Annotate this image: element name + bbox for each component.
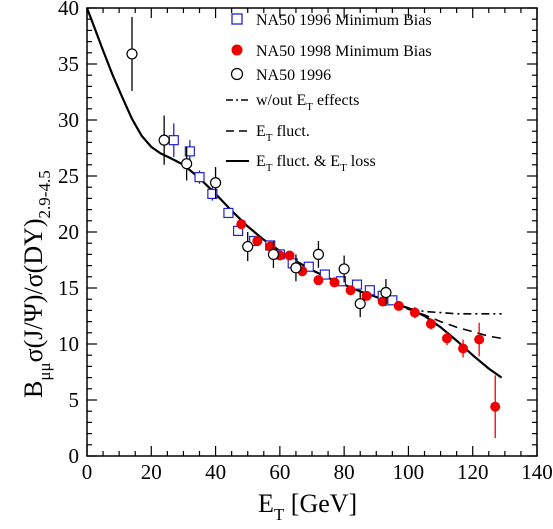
data-point-min-bias-1998 (313, 275, 324, 286)
data-point-min-bias-1998 (458, 343, 469, 354)
data-point-1996 (312, 248, 325, 260)
x-tick-label: 120 (457, 460, 489, 484)
data-point-min-bias-1998 (252, 235, 263, 246)
legend: NA50 1996 Minimum Bias NA50 1998 Minimum… (226, 12, 432, 174)
y-tick-label: 30 (58, 108, 79, 132)
y-tick-label: 15 (58, 276, 79, 300)
x-tick-label: 20 (141, 460, 162, 484)
data-point-min-bias-1998 (284, 250, 295, 261)
legend-marker-na50-1998-min-bias (231, 44, 243, 56)
x-axis-title: ET [GeV] (258, 489, 357, 524)
data-point-1996 (126, 48, 138, 60)
data-point-min-bias-1996 (184, 146, 195, 157)
x-tick-label: 80 (334, 460, 355, 484)
data-points (126, 16, 501, 439)
x-tick-label: 40 (205, 460, 226, 484)
data-point-min-bias-1998 (409, 307, 420, 318)
data-point-min-bias-1998 (345, 285, 356, 296)
x-tick-label: 100 (393, 460, 425, 484)
data-point-min-bias-1998 (425, 318, 436, 329)
legend-item-2: NA50 1996 (256, 67, 331, 84)
data-point-1996 (158, 134, 170, 146)
legend-item-3: w/out ET effects (256, 92, 359, 113)
data-point-min-bias-1998 (393, 300, 404, 311)
data-point-min-bias-1998 (236, 219, 247, 230)
data-point-1996 (209, 177, 222, 189)
legend-item-5: ET fluct. & ET loss (256, 153, 376, 174)
data-point-1996 (380, 286, 392, 299)
data-point-min-bias-1996 (387, 295, 398, 306)
data-point-1996 (290, 262, 302, 274)
data-point-1996 (242, 240, 254, 253)
data-point-min-bias-1998 (474, 334, 485, 345)
tick-labels: 0 20 40 60 80 100 120 140 0 5 10 15 20 25 30 35 40 (58, 0, 553, 484)
y-tick-label: 35 (58, 52, 79, 76)
curve-2 (85, 7, 503, 379)
data-point-min-bias-1996 (319, 269, 330, 280)
legend-item-1: NA50 1998 Minimum Bias (256, 43, 432, 60)
legend-marker-na50-1996-min-bias (231, 13, 243, 25)
x-tick-label: 60 (269, 460, 290, 484)
y-tick-label: 10 (58, 332, 79, 356)
data-point-min-bias-1998 (377, 296, 388, 307)
y-tick-label: 40 (58, 0, 79, 20)
y-tick-label: 25 (58, 164, 79, 188)
data-point-1996 (354, 298, 366, 310)
y-tick-label: 0 (69, 444, 80, 468)
y-axis-title: Bμμσ(J/Ψ)/σ(DY)2.9-4.5 (19, 170, 54, 398)
x-tick-label: 0 (82, 460, 93, 484)
data-point-min-bias-1998 (329, 277, 340, 288)
data-point-min-bias-1996 (207, 188, 218, 200)
x-tick-label: 140 (521, 460, 553, 484)
data-point-min-bias-1996 (351, 279, 363, 290)
legend-marker-na50-1996 (230, 67, 244, 81)
axis-ticks (86, 7, 538, 457)
data-point-1996 (338, 263, 350, 275)
legend-item-0: NA50 1996 Minimum Bias (256, 12, 432, 29)
data-point-min-bias-1996 (194, 172, 205, 183)
data-point-1996 (267, 248, 280, 260)
data-point-1996 (181, 158, 193, 170)
data-point-min-bias-1996 (223, 207, 234, 219)
y-tick-label: 5 (69, 388, 80, 412)
data-point-min-bias-1998 (442, 333, 452, 344)
data-point-min-bias-1998 (361, 290, 372, 301)
y-tick-label: 20 (58, 220, 79, 244)
data-point-min-bias-1998 (490, 401, 501, 412)
data-point-min-bias-1996 (168, 135, 179, 146)
legend-item-4: ET fluct. (256, 123, 310, 144)
model-curves (85, 7, 503, 379)
